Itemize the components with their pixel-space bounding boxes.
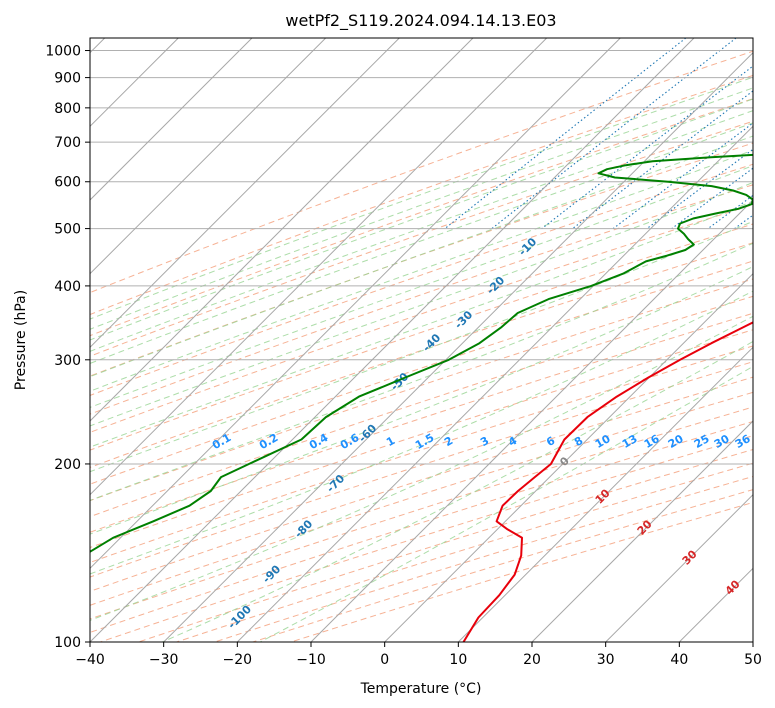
isotherm-line [90, 38, 327, 275]
isotherm-line [310, 199, 753, 642]
x-tick-label: −20 [223, 652, 253, 668]
dry-adiabat-line [90, 361, 753, 578]
isotherm-line [90, 38, 695, 642]
isotherm-line [163, 51, 753, 642]
isotherm-line [457, 346, 753, 642]
dry-adiabat-line [90, 260, 753, 485]
y-tick-label: 600 [54, 175, 81, 191]
mixing-ratio-lines [444, 38, 753, 230]
moist-adiabat-line [90, 87, 753, 330]
moist-adiabats [90, 76, 753, 642]
x-tick-label: −30 [149, 652, 179, 668]
y-tick-label: 1000 [45, 44, 81, 60]
dry-adiabat-line [90, 163, 753, 396]
y-tick-label: 500 [54, 222, 81, 238]
x-axis-label: Temperature (°C) [360, 681, 482, 697]
mixing-ratio-line [671, 167, 753, 230]
x-tick-label: 20 [523, 652, 541, 668]
isotherm-line [384, 272, 753, 642]
isotherm-line [236, 125, 753, 642]
y-tick-label: 200 [54, 457, 81, 473]
mixing-ratio-line [541, 65, 753, 230]
moist-adiabat-line [90, 290, 753, 575]
x-tick-label: 0 [380, 652, 389, 668]
y-tick-label: 700 [54, 135, 81, 151]
sounding-series [90, 153, 753, 642]
isotherm-line [90, 38, 400, 349]
y-tick-label: 400 [54, 279, 81, 295]
moist-adiabat-line [90, 181, 753, 427]
isotherm-line [90, 38, 474, 422]
moist-adiabat-line [90, 76, 753, 320]
x-tick-label: 10 [449, 652, 467, 668]
x-tick-label: 50 [744, 652, 762, 668]
x-tick-label: −10 [296, 652, 326, 668]
moist-adiabat-line [90, 98, 753, 341]
moist-adiabat-line [90, 242, 753, 501]
y-axis-ticks: 100 200 300 400 500 600 700 800 900 1000 [45, 44, 90, 651]
pressure-gridlines [90, 50, 753, 642]
mixing-ratio-line [572, 90, 753, 230]
dry-adiabat-line [90, 329, 753, 549]
moist-adiabat-line [259, 365, 753, 642]
dry-adiabat-line [90, 278, 753, 502]
y-tick-label: 100 [54, 635, 81, 651]
moist-adiabat-line [90, 315, 753, 621]
dry-adiabat-line [90, 391, 753, 606]
isotherm-line [90, 38, 621, 570]
plot-frame [89, 37, 754, 643]
dewpoint-profile-line [90, 153, 753, 553]
x-axis-ticks: −40 −30 −20 −10 0 10 20 30 40 50 [75, 642, 762, 668]
dry-adiabat-line [90, 50, 753, 294]
x-tick-label: 40 [670, 652, 688, 668]
dry-adiabat-line [90, 142, 753, 377]
isotherm-line [531, 420, 753, 642]
x-tick-label: −40 [75, 652, 105, 668]
temperature-profile-line [462, 321, 753, 642]
skewed-isotherms [90, 38, 753, 642]
dry-adiabat-line [90, 223, 753, 451]
dry-adiabat-line [90, 312, 753, 533]
y-tick-label: 800 [54, 101, 81, 117]
dry-adiabat-line [90, 74, 753, 316]
isotherm-line [90, 38, 253, 201]
isotherm-line [605, 493, 753, 642]
moist-adiabat-line [90, 220, 753, 473]
x-tick-label: 30 [597, 652, 615, 668]
y-tick-label: 900 [54, 71, 81, 87]
chart-title: wetPf2_S119.2024.094.14.13.E03 [285, 11, 556, 31]
y-axis-label: Pressure (hPa) [13, 290, 29, 390]
y-tick-label: 300 [54, 353, 81, 369]
moist-adiabat-line [90, 165, 753, 408]
dry-adiabat-line [90, 98, 753, 337]
isotherm-line [90, 38, 548, 496]
